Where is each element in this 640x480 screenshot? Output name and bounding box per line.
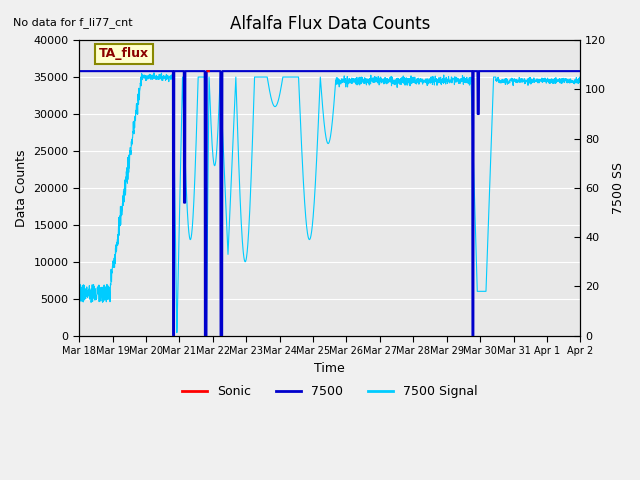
X-axis label: Time: Time: [314, 361, 345, 374]
Legend: Sonic, 7500, 7500 Signal: Sonic, 7500, 7500 Signal: [177, 380, 483, 403]
Text: TA_flux: TA_flux: [99, 48, 149, 60]
Y-axis label: Data Counts: Data Counts: [15, 149, 28, 227]
Text: No data for f_li77_cnt: No data for f_li77_cnt: [13, 17, 132, 28]
Y-axis label: 7500 SS: 7500 SS: [612, 162, 625, 214]
Title: Alfalfa Flux Data Counts: Alfalfa Flux Data Counts: [230, 15, 430, 33]
